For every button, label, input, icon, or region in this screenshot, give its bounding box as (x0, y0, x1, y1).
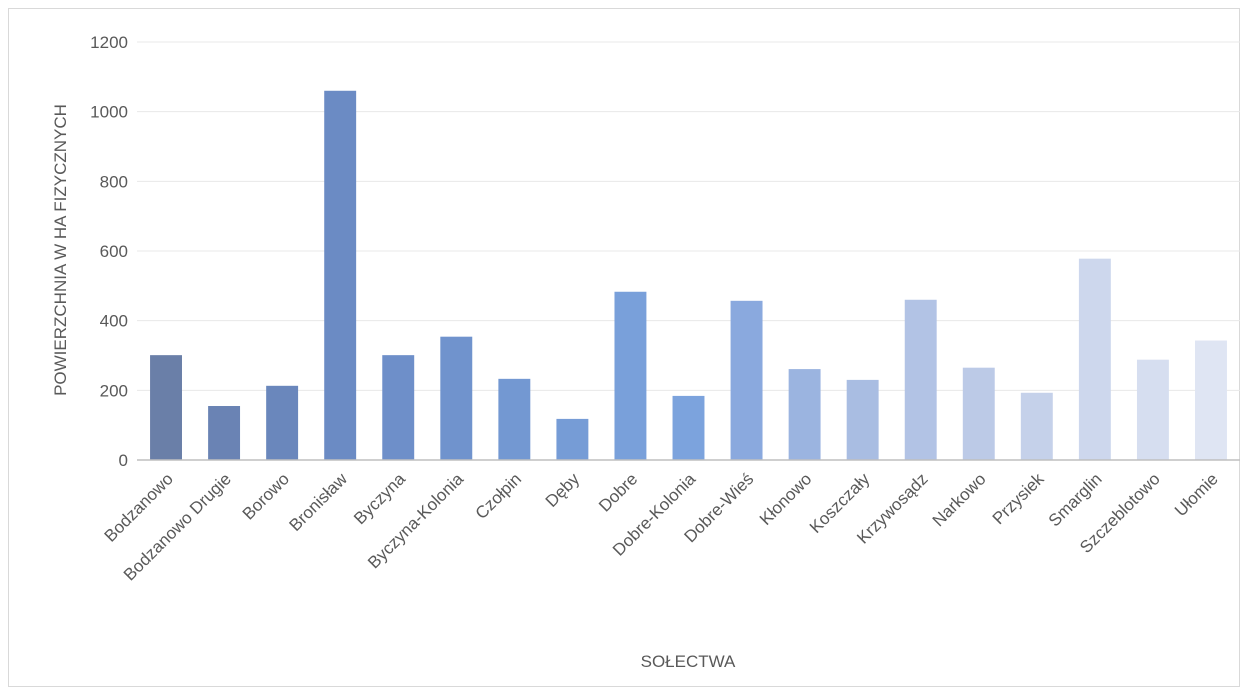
y-tick-label: 200 (100, 381, 128, 400)
x-tick-label: Dobre (595, 469, 641, 515)
x-tick-label: Dęby (542, 469, 584, 511)
bar (614, 291, 647, 460)
bar (962, 367, 995, 460)
y-tick-label: 1200 (90, 33, 128, 52)
bar (1136, 359, 1169, 460)
bar (730, 300, 763, 460)
bar (556, 418, 589, 460)
x-tick-label: Borowo (239, 469, 293, 523)
bar (1020, 392, 1053, 460)
x-tick-label: Narkowo (929, 469, 990, 530)
x-axis-title: SOŁECTWA (641, 652, 736, 671)
bar (904, 299, 937, 460)
x-tick-label: Bronisław (285, 469, 351, 535)
x-tick-label: Smarglin (1045, 469, 1106, 530)
y-tick-label: 400 (100, 312, 128, 331)
y-axis-title: POWIERZCHNIA W HA FIZYCZNYCH (51, 104, 70, 396)
bar (382, 355, 415, 460)
x-tick-label: Ułomie (1171, 469, 1222, 520)
bar (324, 90, 357, 461)
bar (1195, 340, 1227, 460)
x-tick-label: Byczyna (350, 469, 409, 528)
y-axis-ticks: 0 200 400 600 800 1000 1200 (90, 33, 128, 470)
x-tick-label: Kłonowo (756, 469, 816, 529)
x-tick-label: Przysiek (989, 469, 1048, 528)
x-tick-label: Czołpin (472, 469, 526, 523)
x-tick-label: Bodzanowo Drugie (120, 469, 235, 584)
bar (440, 336, 473, 460)
bar (788, 369, 821, 460)
bar (266, 385, 299, 460)
bar (208, 406, 241, 460)
bar (846, 379, 879, 460)
y-tick-label: 600 (100, 242, 128, 261)
y-tick-label: 0 (119, 451, 128, 470)
bar (498, 378, 531, 460)
bar (150, 355, 182, 460)
gridlines (137, 41, 1240, 391)
bars (150, 90, 1227, 461)
bar (672, 395, 705, 460)
bar (1078, 258, 1111, 460)
y-tick-label: 800 (100, 172, 128, 191)
y-tick-label: 1000 (90, 103, 128, 122)
